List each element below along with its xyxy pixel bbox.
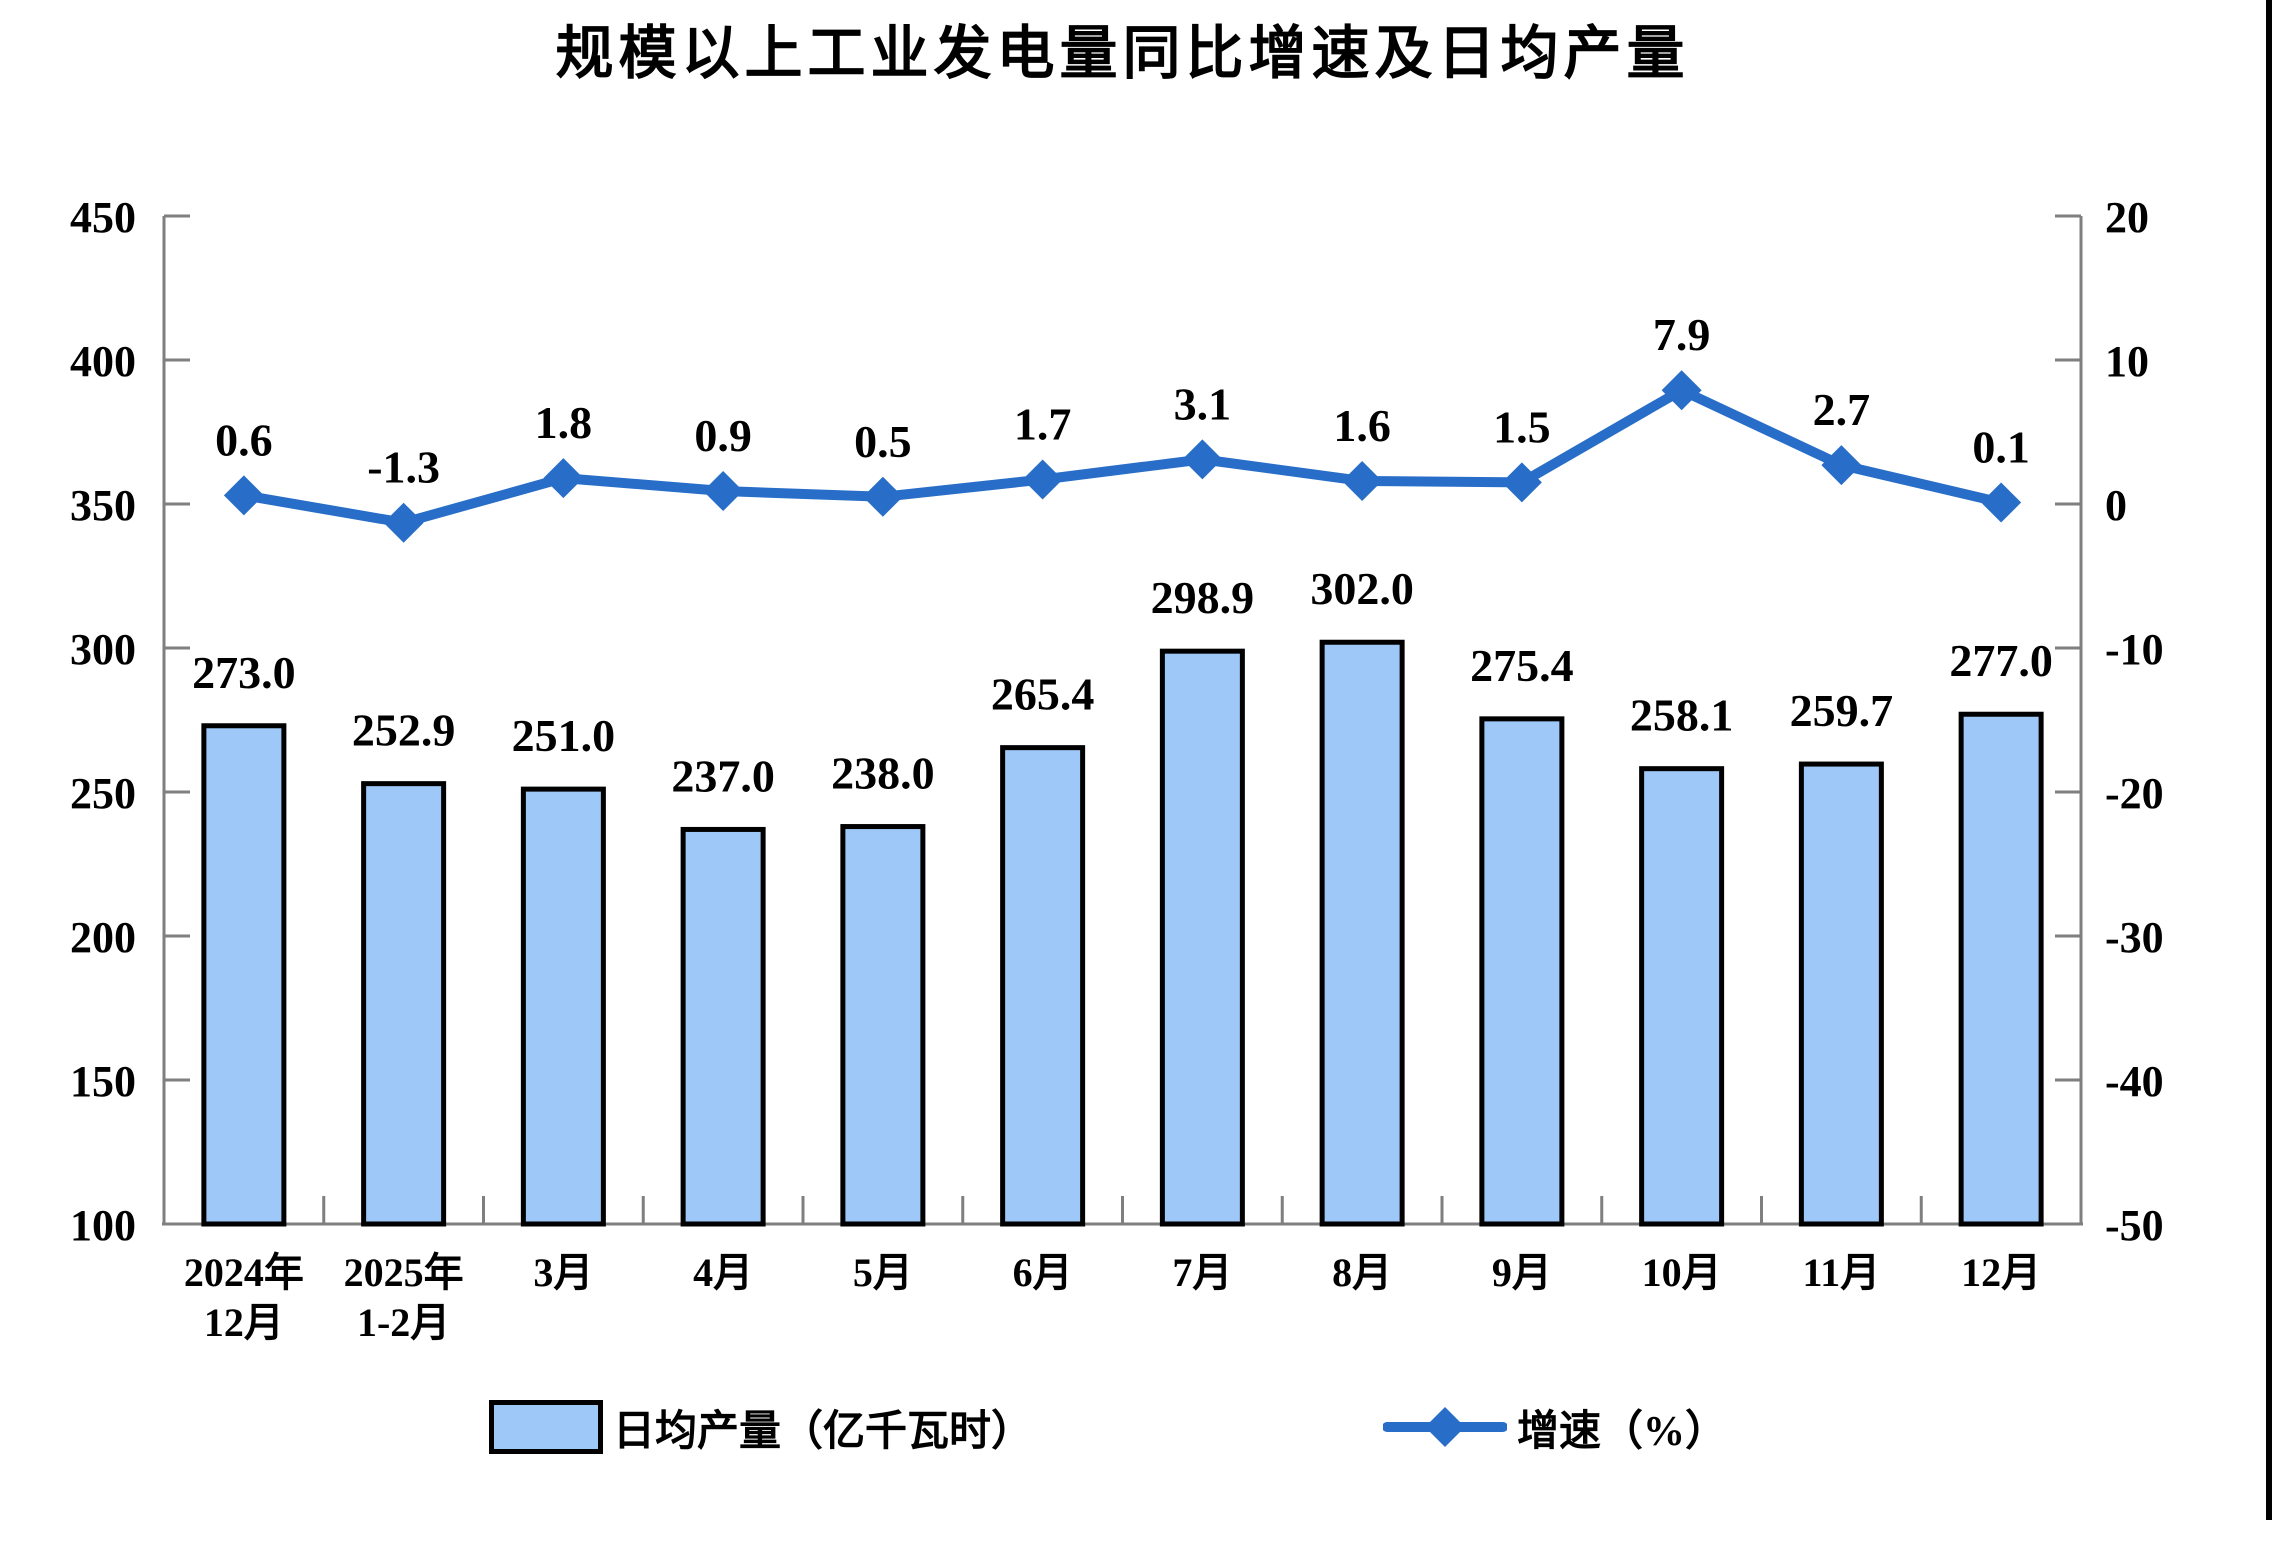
- svg-text:258.1: 258.1: [1630, 690, 1734, 741]
- svg-text:302.0: 302.0: [1310, 563, 1414, 614]
- line-series-swatch: [1382, 1407, 1507, 1447]
- svg-text:7月: 7月: [1172, 1250, 1232, 1295]
- svg-text:273.0: 273.0: [192, 647, 296, 698]
- svg-text:252.9: 252.9: [352, 705, 456, 756]
- screen-right-edge-artifact: [2266, 0, 2272, 1520]
- svg-text:251.0: 251.0: [512, 710, 616, 761]
- svg-text:3月: 3月: [533, 1250, 593, 1295]
- svg-text:4月: 4月: [693, 1250, 753, 1295]
- svg-text:1.7: 1.7: [1014, 399, 1072, 450]
- svg-text:20: 20: [2105, 193, 2149, 242]
- line-series-label: 增速（%）: [1516, 1408, 1727, 1455]
- svg-text:0.1: 0.1: [1972, 422, 2030, 473]
- svg-text:-10: -10: [2105, 625, 2164, 674]
- svg-text:7.9: 7.9: [1653, 309, 1711, 360]
- svg-text:-50: -50: [2105, 1201, 2164, 1250]
- svg-text:259.7: 259.7: [1790, 685, 1894, 736]
- svg-text:6月: 6月: [1013, 1250, 1073, 1295]
- svg-text:12月: 12月: [204, 1300, 284, 1345]
- svg-text:-20: -20: [2105, 769, 2164, 818]
- svg-text:0.6: 0.6: [215, 414, 273, 465]
- svg-text:1.6: 1.6: [1333, 400, 1391, 451]
- svg-text:100: 100: [70, 1201, 136, 1250]
- svg-text:1.5: 1.5: [1493, 401, 1551, 452]
- svg-text:5月: 5月: [853, 1250, 913, 1295]
- svg-text:277.0: 277.0: [1949, 635, 2053, 686]
- svg-text:-40: -40: [2105, 1057, 2164, 1106]
- svg-text:9月: 9月: [1492, 1250, 1552, 1295]
- svg-text:300: 300: [70, 625, 136, 674]
- svg-text:0.5: 0.5: [854, 416, 912, 467]
- legend-item-growth-rate: 增速（%）: [1382, 1397, 1727, 1458]
- svg-text:10: 10: [2105, 337, 2149, 386]
- svg-text:3.1: 3.1: [1174, 378, 1232, 429]
- svg-text:275.4: 275.4: [1470, 640, 1574, 691]
- svg-text:265.4: 265.4: [991, 669, 1095, 720]
- svg-text:1.8: 1.8: [535, 397, 593, 448]
- svg-text:-30: -30: [2105, 913, 2164, 962]
- svg-text:-1.3: -1.3: [367, 442, 440, 493]
- svg-text:12月: 12月: [1961, 1250, 2041, 1295]
- legend-item-daily-output: 日均产量（亿千瓦时）: [489, 1397, 1033, 1458]
- svg-text:2024年: 2024年: [184, 1250, 304, 1295]
- svg-text:8月: 8月: [1332, 1250, 1392, 1295]
- svg-text:2025年: 2025年: [344, 1250, 464, 1295]
- bar-series-label: 日均产量（亿千瓦时）: [613, 1408, 1034, 1455]
- chart-legend: 日均产量（亿千瓦时） 增速（%）: [489, 1396, 1727, 1458]
- svg-text:200: 200: [70, 913, 136, 962]
- svg-text:400: 400: [70, 337, 136, 386]
- chart-title: 规模以上工业发电量同比增速及日均产量: [555, 21, 1690, 86]
- svg-text:350: 350: [70, 481, 136, 530]
- svg-text:238.0: 238.0: [831, 748, 935, 799]
- bar-series-swatch: [489, 1400, 603, 1454]
- svg-text:298.9: 298.9: [1151, 572, 1255, 623]
- svg-text:250: 250: [70, 769, 136, 818]
- svg-text:2.7: 2.7: [1813, 384, 1871, 435]
- svg-text:10月: 10月: [1642, 1250, 1722, 1295]
- svg-text:11月: 11月: [1802, 1250, 1880, 1295]
- svg-text:237.0: 237.0: [671, 750, 775, 801]
- svg-text:1-2月: 1-2月: [357, 1300, 450, 1345]
- svg-text:0: 0: [2105, 481, 2127, 530]
- svg-text:450: 450: [70, 193, 136, 242]
- svg-text:150: 150: [70, 1057, 136, 1106]
- svg-text:0.9: 0.9: [694, 410, 752, 461]
